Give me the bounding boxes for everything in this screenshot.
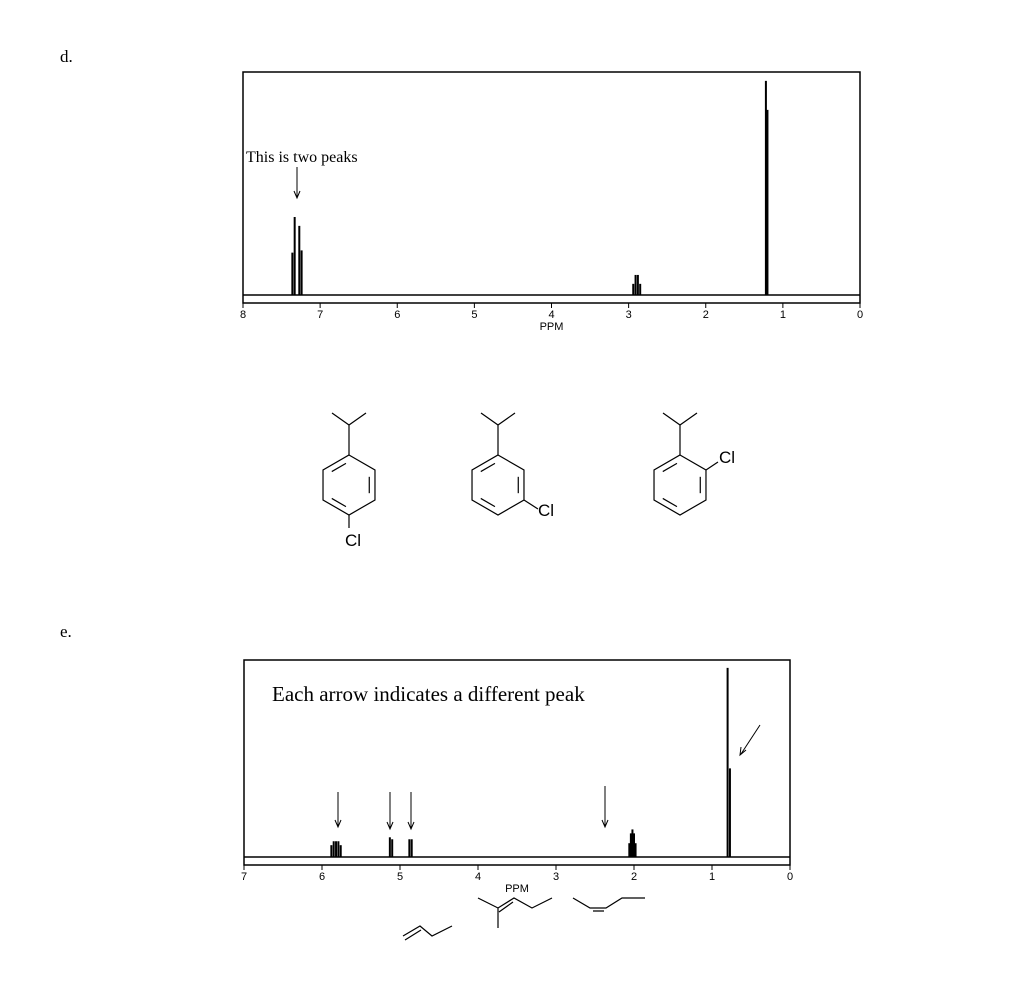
double-bond [480, 462, 496, 473]
structures [402, 897, 645, 941]
annotation: This is two peaks [246, 149, 358, 166]
atom-label: Cl [719, 448, 735, 467]
plot-frame [243, 659, 791, 866]
tick-label: 3 [626, 309, 632, 321]
double-bond [480, 497, 496, 508]
atom-label: Cl [345, 531, 361, 550]
problem-label: d. [60, 47, 73, 66]
ring [653, 454, 707, 516]
ring [471, 454, 525, 516]
arrows [334, 724, 761, 831]
double-bond [331, 462, 347, 473]
structures [322, 412, 719, 528]
bond [705, 461, 719, 471]
tick-label: 6 [319, 871, 325, 883]
atom-label: Cl [538, 501, 554, 520]
tick-label: 4 [548, 309, 554, 321]
bond [523, 499, 539, 510]
axis-label: PPM [540, 321, 564, 333]
arrow [293, 167, 301, 200]
tick-label: 5 [471, 309, 477, 321]
tick-label: 8 [240, 309, 246, 321]
problem-label: e. [60, 622, 72, 641]
double-bond [331, 497, 347, 508]
tick-label: 5 [397, 871, 403, 883]
tick-label: 0 [857, 309, 863, 321]
double-bond [662, 462, 678, 473]
tick-label: 3 [553, 871, 559, 883]
annotation: Each arrow indicates a different peak [272, 682, 585, 706]
isopropyl [662, 412, 698, 455]
tick-label: 6 [394, 309, 400, 321]
tick-label: 2 [631, 871, 637, 883]
tick-label: 1 [780, 309, 786, 321]
ring [322, 454, 376, 516]
tick-label: 7 [241, 871, 247, 883]
tick-label: 7 [317, 309, 323, 321]
tick-label: 4 [475, 871, 481, 883]
tick-label: 0 [787, 871, 793, 883]
tick-label: 2 [703, 309, 709, 321]
isopropyl [480, 412, 516, 455]
axis-label: PPM [505, 883, 529, 895]
double-bond [662, 497, 678, 508]
tick-label: 1 [709, 871, 715, 883]
isopropyl [331, 412, 367, 455]
